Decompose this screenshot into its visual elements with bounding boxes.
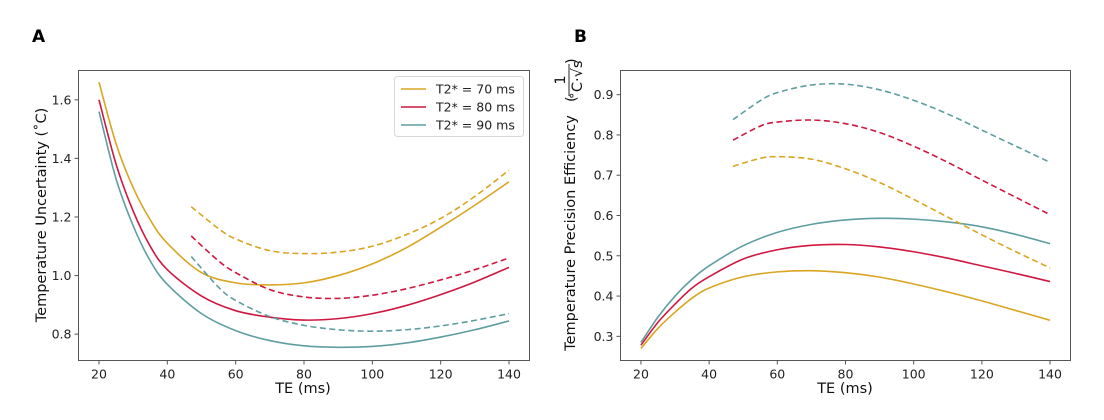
x-tick-label: 140 (497, 367, 521, 382)
series-line-t2-70-ms (98, 82, 510, 286)
panel-b: B 20 40 60 80 100 120 140 0.30.40.50.60.70.80.… (553, 27, 1071, 397)
x-tick-label: 140 (1038, 367, 1062, 382)
panel-b-axes-frame (620, 70, 1071, 361)
y-tick-label: 0.5 (594, 248, 614, 263)
x-tick-label: 80 (838, 367, 854, 382)
x-tick-label: 20 (633, 367, 649, 382)
y-tick-label: 0.7 (594, 168, 614, 183)
x-tick-label: 20 (91, 367, 107, 382)
x-tick-label: 40 (701, 367, 717, 382)
series-line-t2-90-ms-dashed (732, 82, 1051, 164)
legend-box (394, 76, 524, 137)
panel-b-x-ticks: 20 40 60 80 100 120 140 (633, 360, 1062, 382)
panel-a-legend: T2* = 70 ms T2* = 80 ms T2* = 90 ms (394, 76, 524, 137)
y-tick-label: 0.6 (594, 208, 614, 223)
unit-left-paren: ( (564, 96, 580, 102)
panel-a: A 20 40 60 80 100 120 140 0.8 1.0 1.2 1.4 1.6 TE (… (32, 27, 530, 397)
x-tick-label: 120 (429, 367, 453, 382)
y-tick-label: 0.9 (594, 87, 614, 102)
panel-b-y-axis-label: Temperature Precision Efficiency ( 1 ˚C·… (553, 58, 586, 351)
panel-label-a: A (32, 27, 46, 47)
series-line-t2-90-ms (98, 111, 510, 349)
unit-numerator: 1 (553, 75, 569, 84)
x-tick-label: 100 (902, 367, 926, 382)
panel-b-y-axis-label-text: Temperature Precision Efficiency (563, 115, 579, 352)
panel-b-plot-area (640, 82, 1051, 349)
x-tick-label: 60 (228, 367, 244, 382)
series-line-t2-70-ms (640, 269, 1051, 349)
panel-a-y-axis-label: Temperature Uncertainty (˚C) (33, 108, 50, 323)
panel-a-x-axis-label: TE (ms) (274, 381, 331, 397)
panel-b-y-axis-unit: ( 1 ˚C·√s ) (553, 58, 586, 102)
series-line-t2-90-ms (640, 217, 1051, 343)
panel-a-y-ticks: 0.8 1.0 1.2 1.4 1.6 (52, 92, 79, 342)
series-line-t2-70-ms-dashed (732, 155, 1051, 269)
unit-right-paren: ) (564, 58, 580, 64)
series-line-t2-70-ms-dashed (190, 169, 510, 255)
y-tick-label: 1.0 (52, 268, 72, 283)
series-line-t2-80-ms-dashed (190, 235, 510, 300)
y-tick-label: 0.4 (594, 289, 614, 304)
y-tick-label: 1.6 (52, 92, 72, 107)
y-tick-label: 0.8 (594, 127, 614, 142)
panel-label-b: B (574, 27, 587, 47)
x-tick-label: 120 (970, 367, 994, 382)
legend-entry-label: T2* = 90 ms (435, 118, 515, 133)
series-line-t2-80-ms-dashed (732, 119, 1051, 216)
x-tick-label: 80 (296, 367, 312, 382)
series-line-t2-90-ms-dashed (190, 255, 510, 333)
y-tick-label: 1.2 (52, 209, 72, 224)
panel-a-plot-area (98, 82, 510, 349)
legend-entry-label: T2* = 70 ms (435, 82, 515, 97)
x-tick-label: 60 (769, 367, 785, 382)
panel-b-x-axis-label: TE (ms) (816, 381, 873, 397)
y-tick-label: 0.3 (594, 329, 614, 344)
unit-denominator: ˚C·√s (569, 61, 586, 100)
panel-b-y-ticks: 0.3 0.4 0.5 0.6 0.7 0.8 0.9 (594, 87, 621, 344)
legend-entry-label: T2* = 80 ms (435, 100, 515, 115)
y-tick-label: 1.4 (52, 151, 72, 166)
x-tick-label: 40 (159, 367, 175, 382)
x-tick-label: 100 (360, 367, 384, 382)
series-line-t2-80-ms (640, 243, 1051, 346)
panel-a-x-ticks: 20 40 60 80 100 120 140 (91, 360, 521, 382)
y-tick-label: 0.8 (52, 327, 72, 342)
